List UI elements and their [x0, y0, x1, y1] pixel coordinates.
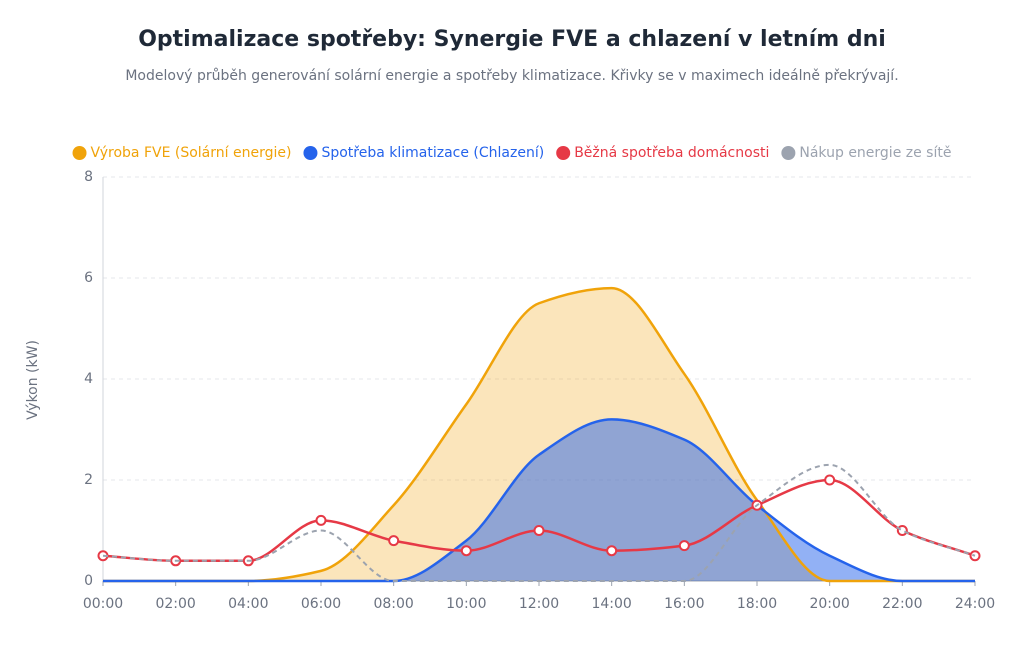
legend-label: Výroba FVE (Solární energie)	[91, 145, 292, 161]
legend-swatch	[781, 146, 796, 160]
x-tick-label: 20:00	[809, 596, 849, 612]
y-tick-label: 2	[84, 472, 93, 488]
x-tick-label: 24:00	[955, 596, 995, 612]
data-point	[388, 535, 400, 547]
chart-subtitle: Modelový průběh generování solární energ…	[125, 68, 898, 84]
legend-label: Běžná spotřeba domácnosti	[574, 145, 769, 161]
x-tick-label: 18:00	[737, 596, 777, 612]
x-tick-label: 10:00	[446, 596, 486, 612]
x-tick-label: 04:00	[228, 596, 268, 612]
data-point	[315, 514, 327, 526]
x-tick-label: 22:00	[882, 596, 922, 612]
x-tick-label: 12:00	[519, 596, 559, 612]
data-point	[533, 525, 545, 536]
x-tick-label: 14:00	[591, 596, 631, 612]
legend-swatch	[72, 146, 87, 160]
legend-swatch	[303, 146, 318, 160]
data-point	[678, 540, 690, 552]
y-tick-label: 6	[84, 270, 93, 286]
x-tick-label: 02:00	[155, 596, 195, 612]
y-tick-label: 8	[84, 169, 93, 185]
data-point	[606, 545, 618, 557]
x-tick-label: 08:00	[373, 596, 413, 612]
x-tick-label: 16:00	[664, 596, 704, 612]
series-line	[102, 463, 976, 582]
y-axis-label: Výkon (kW)	[25, 340, 41, 420]
series-line	[103, 418, 975, 583]
legend-label: Spotřeba klimatizace (Chlazení)	[321, 145, 544, 161]
legend-swatch	[556, 146, 571, 160]
x-tick-label: 00:00	[83, 596, 123, 612]
data-point	[824, 474, 836, 486]
y-tick-label: 4	[84, 371, 93, 387]
chart-title: Optimalizace spotřeby: Synergie FVE a ch…	[138, 27, 886, 52]
y-tick-label: 0	[84, 573, 93, 589]
x-tick-label: 06:00	[301, 596, 341, 612]
legend-label: Nákup energie ze sítě	[799, 145, 951, 161]
data-point	[460, 545, 472, 557]
data-point	[896, 525, 908, 536]
area-fill	[103, 419, 975, 581]
